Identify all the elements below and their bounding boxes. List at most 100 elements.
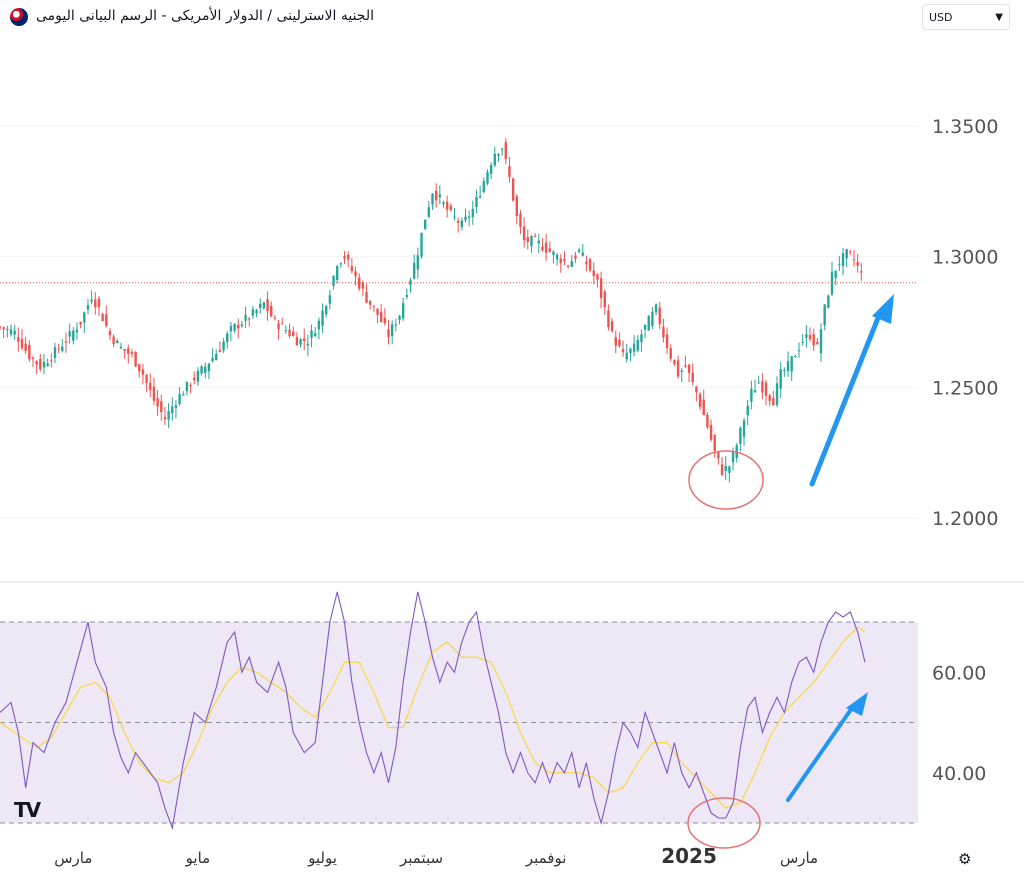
candle [478,185,482,199]
candle [2,326,5,339]
candle [251,305,255,320]
candle [651,307,654,330]
candle [764,380,768,406]
candle [233,323,236,333]
candle [420,232,423,259]
candle [281,317,284,325]
candle [361,280,365,297]
candle [640,329,643,352]
candle [772,390,775,406]
time-tick-label: 2025 [661,844,717,868]
candle [343,251,346,265]
candle [456,217,460,233]
currency-select[interactable]: USD ▼ [922,4,1010,30]
candle [226,331,229,349]
candle [376,308,379,323]
candle [325,304,328,318]
candle [9,324,13,337]
candle [314,326,317,337]
candle [702,389,705,416]
candle [310,324,313,348]
candle [449,203,453,212]
chevron-down-icon: ▼ [995,12,1003,23]
candle [423,219,427,230]
candle [849,249,852,255]
candle [489,162,493,180]
candle [405,288,409,300]
candle [530,234,533,253]
candle [434,183,438,208]
candle [574,251,577,263]
candle [218,341,222,353]
candle [204,362,207,379]
candle [79,321,82,329]
candle [28,340,31,362]
candle [636,335,639,353]
candle [577,247,581,254]
candle [262,301,266,310]
candle [596,273,599,288]
time-tick-label: سبتمبر [399,849,443,867]
candle [801,334,804,346]
candle [757,375,760,384]
candle [691,363,694,386]
price-low-circle [688,450,764,510]
candle [174,400,178,419]
settings-gear-icon[interactable]: ⚙ [958,850,972,868]
candle [42,353,46,375]
gbp-usd-flag-icon [10,8,28,26]
candle [211,348,214,363]
price-tick-label: 1.3500 [932,116,998,138]
candle [643,324,647,339]
candle [346,251,350,268]
rsi-low-circle [687,797,761,849]
candle [614,330,617,354]
rsi-axis: 60.00 40.00 [932,662,986,785]
candle [526,229,529,250]
candle [259,298,262,314]
candle [292,326,295,337]
candle [445,195,449,218]
candle [761,373,764,400]
candle [108,328,112,341]
time-tick-label: مارس [54,849,92,867]
candle [303,328,306,351]
candle [687,363,691,383]
candle [654,303,658,316]
candle [841,248,845,276]
candle [68,323,71,344]
candle [145,373,148,393]
candle [698,392,702,411]
candle [75,322,79,340]
candle [753,379,757,393]
candle [350,258,354,274]
candle [332,275,335,290]
candle [401,297,405,321]
candle [713,434,716,458]
candle [97,296,101,316]
candle [852,249,856,267]
tradingview-logo: TV [14,798,41,822]
candle [182,391,185,396]
candle [537,233,540,253]
candle [339,262,343,269]
candle [123,348,126,359]
candle [207,362,211,380]
candle [149,373,152,398]
candle [193,371,196,385]
candle [200,365,203,376]
candle [669,344,672,362]
rsi-up-arrow [786,692,868,802]
candle [354,266,357,286]
candle [746,399,749,426]
candle [229,321,233,342]
candle [171,397,174,421]
candle [64,332,68,353]
candle [94,292,97,315]
candle [306,334,310,356]
candle [739,426,742,452]
candle [160,394,163,421]
candle [83,311,86,333]
candle [508,156,511,183]
